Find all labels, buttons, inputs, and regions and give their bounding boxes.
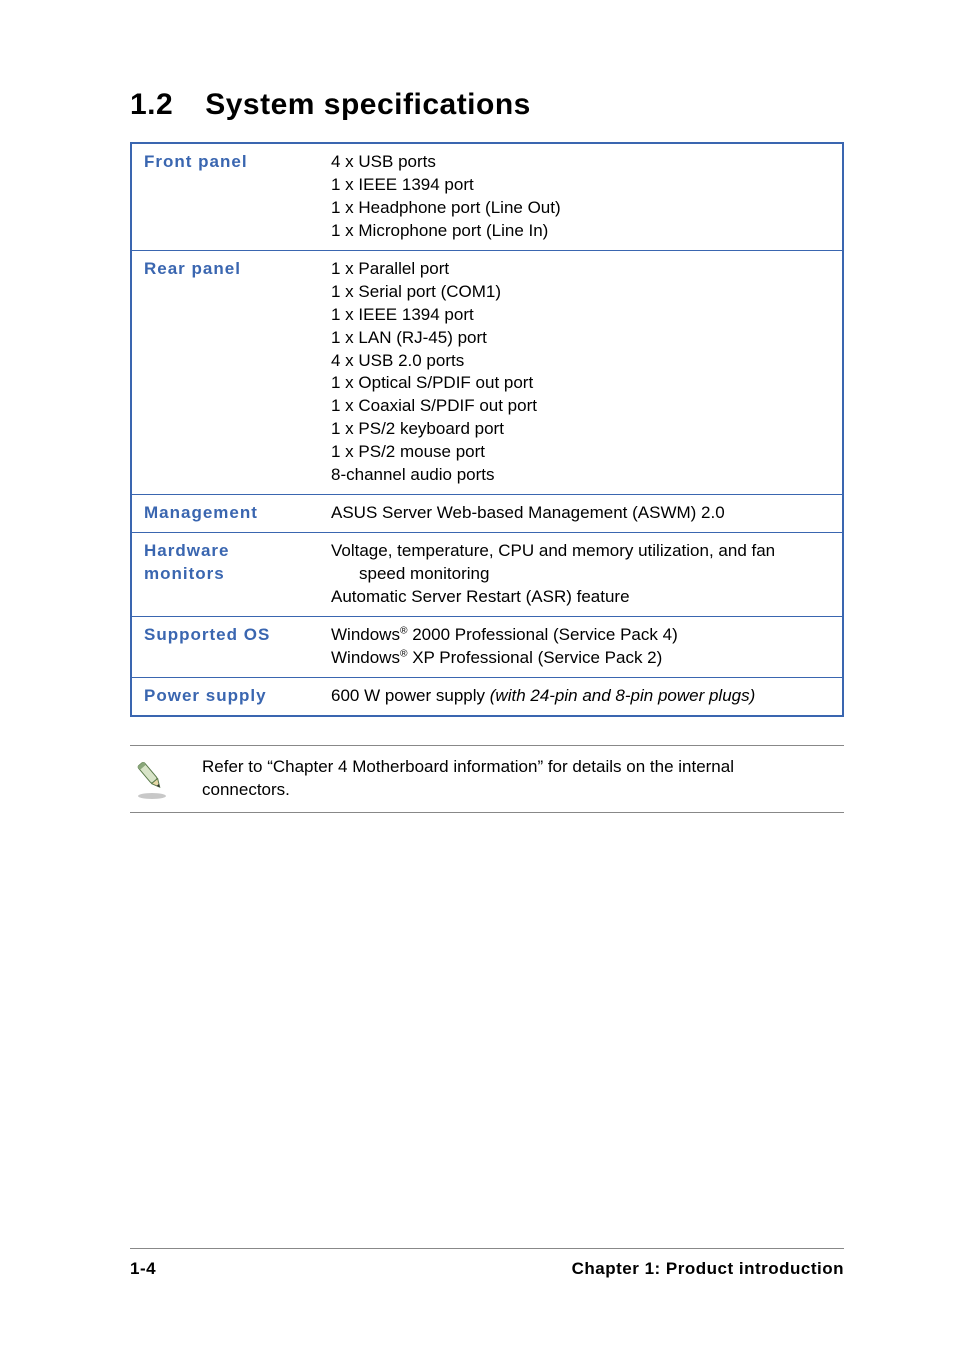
spec-line: 1 x PS/2 keyboard port	[331, 418, 830, 441]
page-footer: 1-4 Chapter 1: Product introduction	[0, 1248, 954, 1279]
spec-line: 1 x Serial port (COM1)	[331, 281, 830, 304]
pencil-note-icon	[130, 756, 174, 800]
spec-line: 1 x Headphone port (Line Out)	[331, 197, 830, 220]
section-number: 1.2	[130, 88, 173, 122]
spec-line: 1 x Optical S/PDIF out port	[331, 372, 830, 395]
spec-label: Hardware monitors	[131, 533, 319, 617]
table-row: Supported OS Windows® 2000 Professional (…	[131, 616, 843, 677]
footer-rule	[130, 1248, 844, 1249]
spec-line: Windows® 2000 Professional (Service Pack…	[331, 624, 830, 647]
spec-line: 1 x IEEE 1394 port	[331, 174, 830, 197]
specifications-tbody: Front panel4 x USB ports1 x IEEE 1394 po…	[131, 143, 843, 716]
spec-line: 1 x LAN (RJ-45) port	[331, 327, 830, 350]
table-row: Rear panel1 x Parallel port1 x Serial po…	[131, 250, 843, 494]
spec-line: 1 x PS/2 mouse port	[331, 441, 830, 464]
note-text: Refer to “Chapter 4 Motherboard informat…	[202, 756, 844, 802]
spec-label: Supported OS	[131, 616, 319, 677]
spec-line: Automatic Server Restart (ASR) feature	[331, 586, 830, 609]
spec-value: 4 x USB ports1 x IEEE 1394 port1 x Headp…	[319, 143, 843, 250]
spec-line: 4 x USB 2.0 ports	[331, 350, 830, 373]
footer-chapter: Chapter 1: Product introduction	[572, 1259, 844, 1279]
spec-line: ASUS Server Web-based Management (ASWM) …	[331, 502, 830, 525]
spec-value: Windows® 2000 Professional (Service Pack…	[319, 616, 843, 677]
spec-label: Front panel	[131, 143, 319, 250]
spec-value: 1 x Parallel port1 x Serial port (COM1)1…	[319, 250, 843, 494]
spec-line: 600 W power supply (with 24-pin and 8-pi…	[331, 685, 830, 708]
table-row: Hardware monitors Voltage, temperature, C…	[131, 533, 843, 617]
spec-value: 600 W power supply (with 24-pin and 8-pi…	[319, 677, 843, 715]
spec-line: 8-channel audio ports	[331, 464, 830, 487]
spec-line: 1 x Parallel port	[331, 258, 830, 281]
spec-line: speed monitoring	[331, 563, 830, 586]
spec-label: Power supply	[131, 677, 319, 715]
note-block: Refer to “Chapter 4 Motherboard informat…	[130, 745, 844, 813]
spec-line: 1 x IEEE 1394 port	[331, 304, 830, 327]
spec-line: Voltage, temperature, CPU and memory uti…	[331, 540, 830, 563]
spec-label: Management	[131, 495, 319, 533]
spec-line: 1 x Coaxial S/PDIF out port	[331, 395, 830, 418]
specifications-table: Front panel4 x USB ports1 x IEEE 1394 po…	[130, 142, 844, 717]
table-row: Front panel4 x USB ports1 x IEEE 1394 po…	[131, 143, 843, 250]
section-heading: 1.2 System specifications	[130, 88, 844, 122]
table-row: Management ASUS Server Web-based Manageme…	[131, 495, 843, 533]
spec-label: Rear panel	[131, 250, 319, 494]
spec-value: Voltage, temperature, CPU and memory uti…	[319, 533, 843, 617]
spec-line: 4 x USB ports	[331, 151, 830, 174]
footer-page-number: 1-4	[130, 1259, 156, 1279]
spec-line: 1 x Microphone port (Line In)	[331, 220, 830, 243]
section-title-text: System specifications	[205, 88, 531, 121]
table-row: Power supply 600 W power supply (with 24-…	[131, 677, 843, 715]
spec-line: Windows® XP Professional (Service Pack 2…	[331, 647, 830, 670]
spec-value: ASUS Server Web-based Management (ASWM) …	[319, 495, 843, 533]
